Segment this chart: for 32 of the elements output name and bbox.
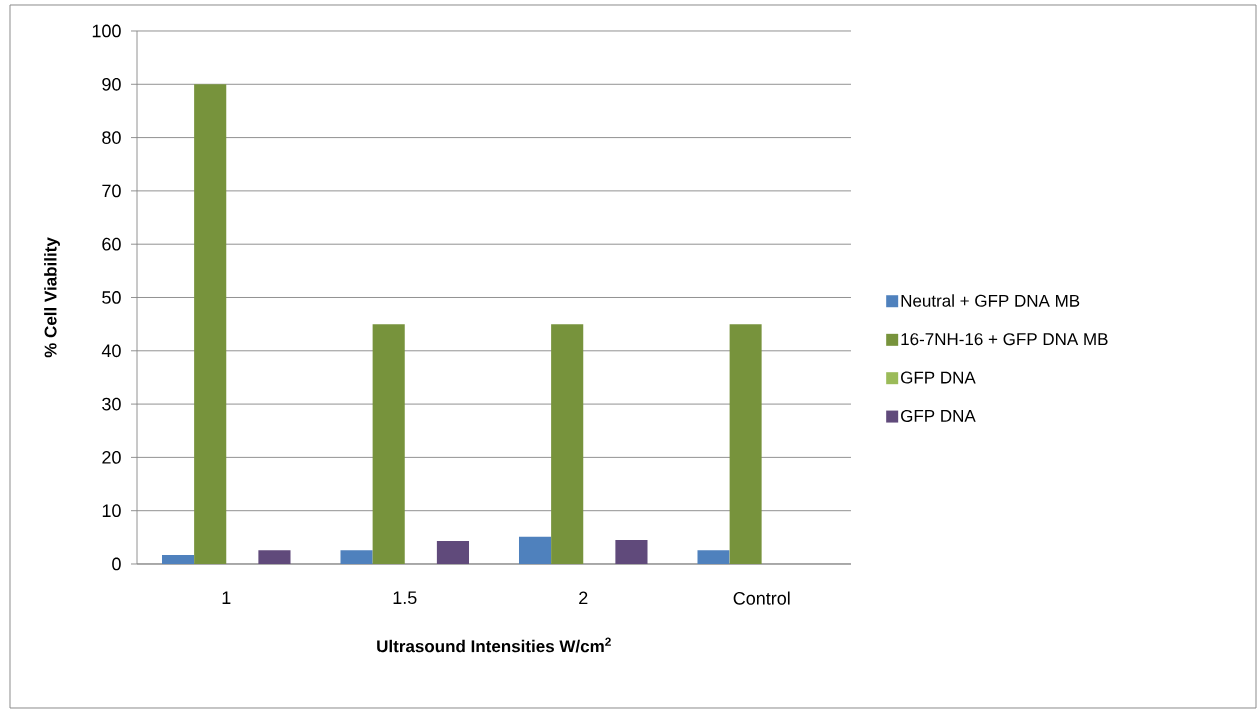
bar [551, 324, 584, 564]
x-tick-label: Control [733, 591, 790, 605]
bar [162, 554, 195, 564]
legend-label: Neutral + GFP DNA MB [901, 294, 1080, 307]
x-tick-label: 1.5 [393, 591, 417, 605]
y-tick-label: 30 [102, 397, 121, 411]
y-tick-label: 90 [102, 77, 121, 91]
y-tick-label: 100 [92, 24, 121, 38]
bar [518, 536, 552, 564]
y-tick-label: 0 [112, 557, 121, 571]
y-tick-label: 20 [102, 451, 121, 464]
x-axis-title: Ultrasound Intensities W/cm$^{2}$ [377, 637, 611, 653]
x-tick-label: 1 [222, 591, 231, 604]
bar [340, 550, 373, 564]
bar [436, 541, 470, 564]
y-axis-title: % Cell Viability [44, 237, 60, 358]
y-tick-label: 40 [101, 344, 121, 358]
y-tick-label: 70 [102, 184, 121, 198]
bar [729, 324, 762, 564]
legend-label: 16-7NH-16 + GFP DNA MB [901, 333, 1108, 346]
bar [372, 324, 405, 564]
x-tick-label: 2 [579, 591, 588, 605]
y-tick-label: 10 [102, 504, 121, 518]
bar [697, 550, 730, 564]
bar [194, 84, 227, 564]
bar [258, 550, 291, 564]
legend-label: GFP DNA [901, 409, 976, 422]
bar [615, 540, 648, 564]
legend-label: GFP DNA [901, 371, 976, 384]
y-tick-label: 80 [102, 131, 121, 144]
y-tick-label: 60 [102, 237, 121, 251]
y-tick-label: 50 [102, 291, 121, 304]
